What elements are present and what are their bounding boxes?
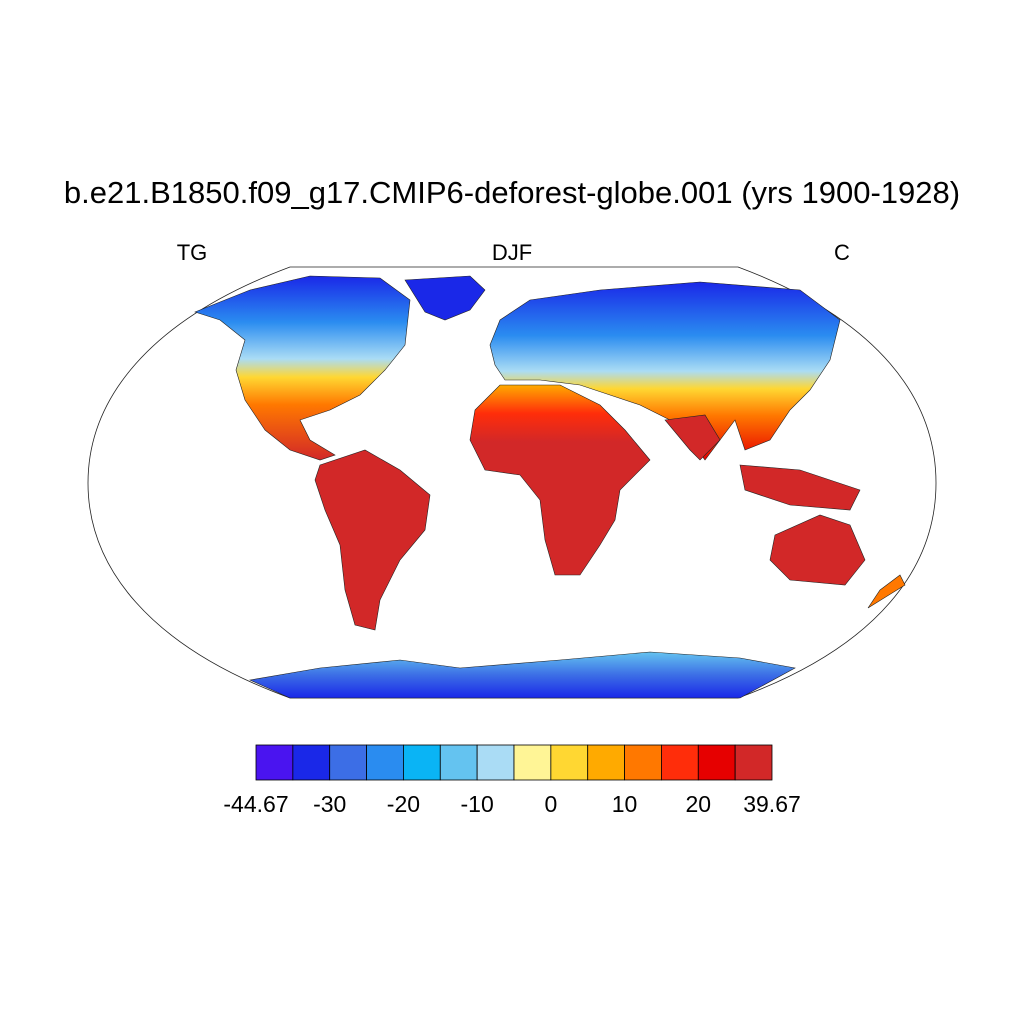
right-string: C (834, 240, 850, 265)
colorbar-box (476, 744, 515, 781)
colorbar-box (366, 744, 404, 781)
colorbar-box (439, 744, 478, 781)
africa (469, 384, 651, 576)
colorbar-box (292, 744, 331, 781)
new-zealand (867, 574, 906, 609)
center-string: DJF (492, 240, 532, 265)
colorbar-label: 0 (544, 791, 557, 817)
india (664, 414, 721, 461)
colorbar-label: 10 (612, 791, 638, 817)
colorbar-box (550, 744, 589, 781)
colorbar-label: 39.67 (743, 791, 801, 817)
colorbar-label: -30 (313, 791, 346, 817)
colorbar-box (513, 744, 552, 781)
eurasia (489, 281, 841, 461)
colorbar-box (403, 744, 441, 781)
colorbar-box (587, 744, 625, 781)
colorbar: -44.67 -30 -20 -10 0 10 20 39.67 (223, 744, 801, 817)
colorbar-box (624, 744, 662, 781)
map (87, 266, 937, 699)
australia (769, 514, 866, 586)
colorbar-label: -44.67 (223, 791, 288, 817)
south-america (314, 449, 431, 631)
left-string: TG (177, 240, 208, 265)
colorbar-label: -20 (387, 791, 420, 817)
colorbar-box (255, 744, 294, 781)
maritime-asia (739, 464, 861, 511)
colorbar-label: -10 (461, 791, 494, 817)
colorbar-label: 20 (685, 791, 711, 817)
colorbar-box (697, 744, 736, 781)
antarctica (248, 651, 796, 699)
colorbar-box (329, 744, 367, 781)
title: b.e21.B1850.f09_g17.CMIP6-deforest-globe… (64, 175, 960, 210)
colorbar-box (734, 744, 773, 781)
colorbar-box (661, 744, 699, 781)
greenland (404, 275, 486, 321)
north-america (194, 275, 411, 461)
